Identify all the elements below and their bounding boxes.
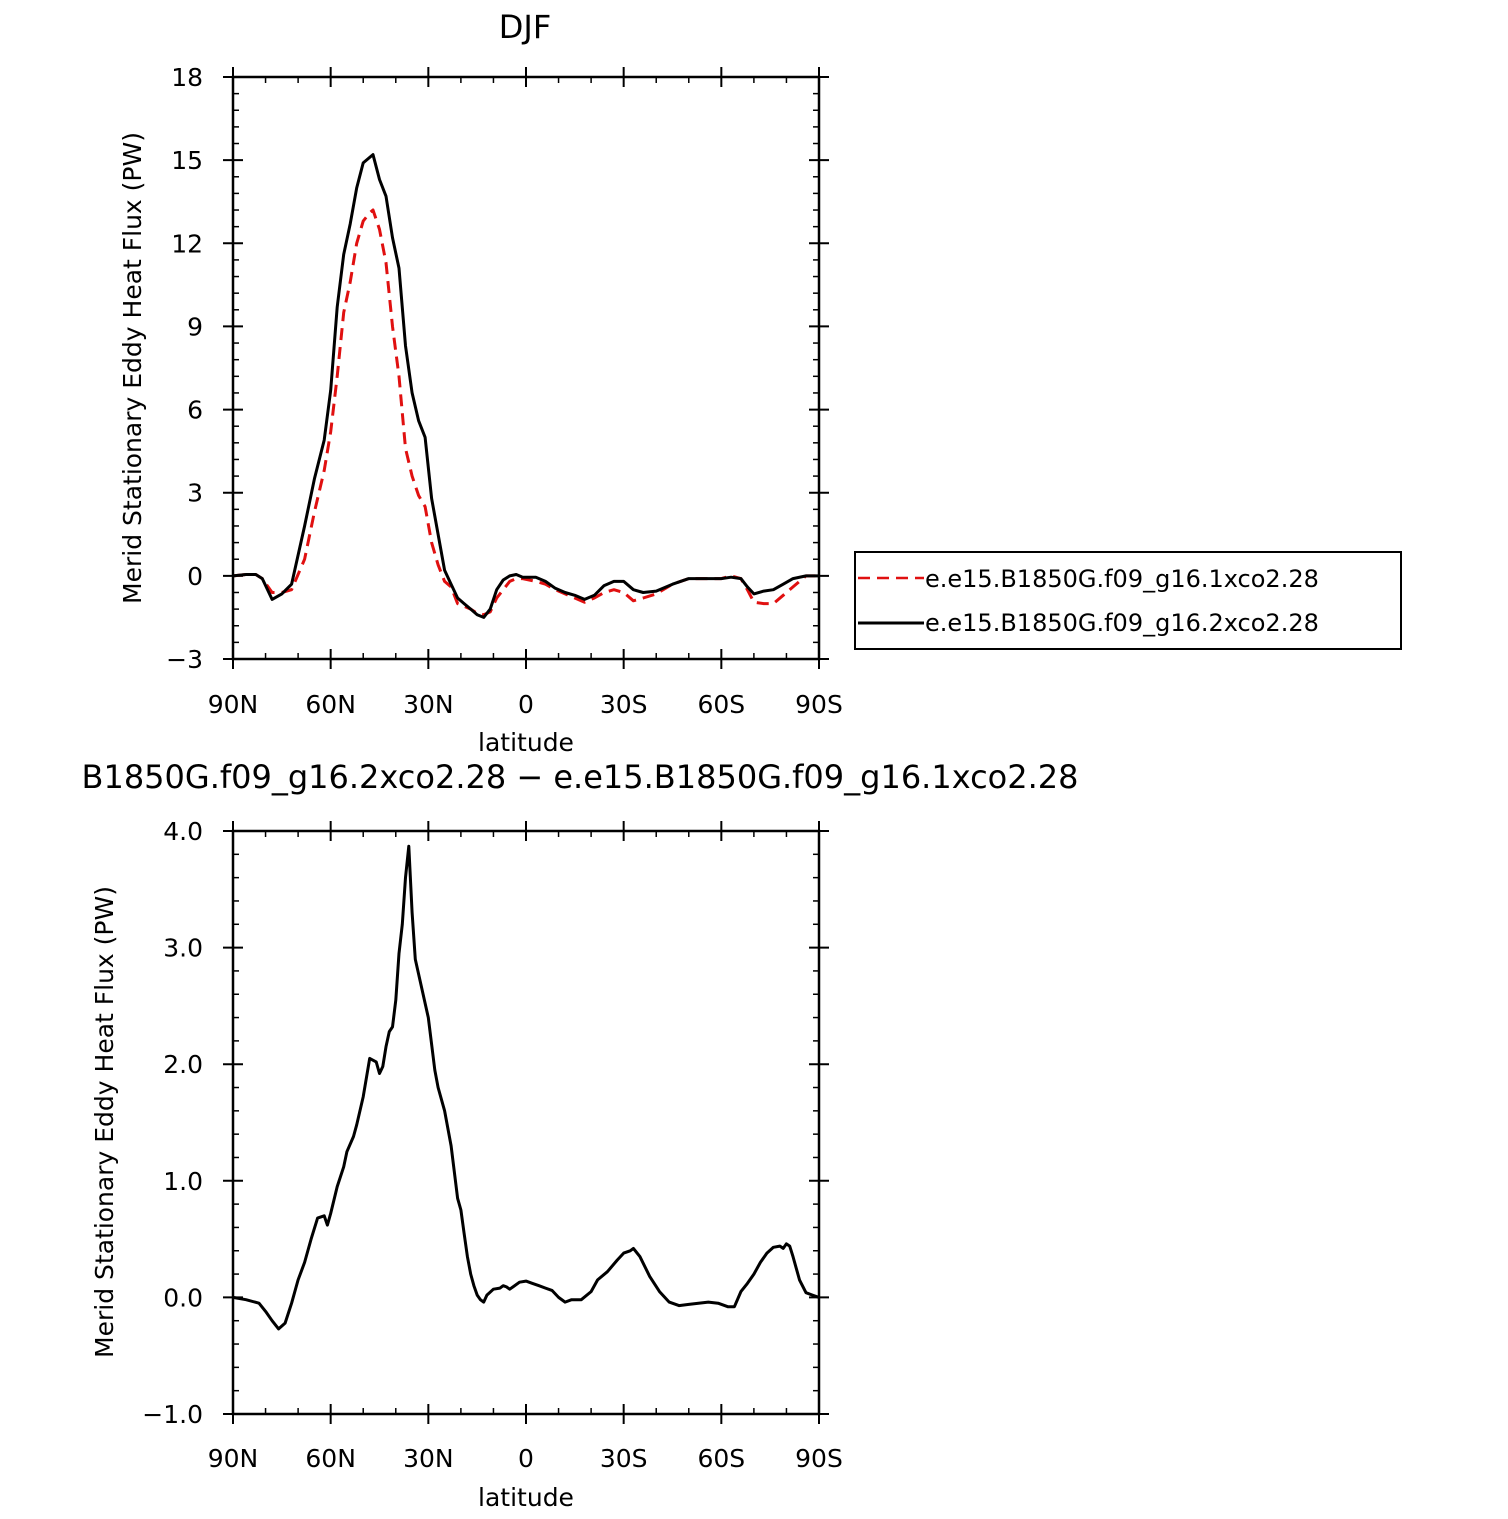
y-tick-label: 3.0 xyxy=(163,934,203,963)
x-tick-label: 0 xyxy=(518,1444,534,1473)
legend: e.e15.B1850G.f09_g16.1xco2.28 e.e15.B185… xyxy=(854,551,1402,650)
series-line-difference xyxy=(232,844,820,1331)
top-panel: DJF −3 0 3 6 9 12 15 18 90N 60N 30N 0 30S 60S 90S lat… xyxy=(118,8,1402,757)
x-tick-label: 30N xyxy=(403,690,454,719)
y-tick-label: 18 xyxy=(171,63,203,92)
top-plot-frame xyxy=(231,75,821,661)
bottom-x-tick-labels: 90N 60N 30N 0 30S 60S 90S xyxy=(208,1444,843,1473)
x-tick-label: 90N xyxy=(208,1444,259,1473)
series-line-2xco2 xyxy=(232,153,819,619)
y-tick-label: 12 xyxy=(171,229,203,258)
top-y-axis-label: Merid Stationary Eddy Heat Flux (PW) xyxy=(118,132,147,604)
x-tick-label: 60N xyxy=(305,690,356,719)
y-tick-label: 4.0 xyxy=(163,817,203,846)
x-tick-label: 90S xyxy=(795,1444,843,1473)
bottom-y-tick-labels: −1.0 0.0 1.0 2.0 3.0 4.0 xyxy=(142,817,203,1429)
y-tick-label: −1.0 xyxy=(142,1400,203,1429)
x-tick-label: 0 xyxy=(518,690,534,719)
bottom-plot-frame xyxy=(231,829,821,1416)
y-tick-label: 0 xyxy=(187,562,203,591)
bottom-x-axis-label: latitude xyxy=(478,1483,574,1512)
y-tick-label: 9 xyxy=(187,312,203,341)
x-tick-label: 60S xyxy=(697,690,745,719)
x-tick-label: 30N xyxy=(403,1444,454,1473)
legend-box xyxy=(854,551,1402,650)
top-chart-title: DJF xyxy=(499,8,551,46)
x-tick-label: 90S xyxy=(795,690,843,719)
x-tick-label: 60N xyxy=(305,1444,356,1473)
y-tick-label: 1.0 xyxy=(163,1167,203,1196)
top-series-group xyxy=(232,153,819,619)
x-tick-label: 90N xyxy=(208,690,259,719)
bottom-y-axis-label: Merid Stationary Eddy Heat Flux (PW) xyxy=(90,886,119,1358)
y-tick-label: −3 xyxy=(166,645,203,674)
legend-label-1xco2: e.e15.B1850G.f09_g16.1xco2.28 xyxy=(925,565,1319,593)
x-tick-label: 30S xyxy=(600,1444,648,1473)
top-x-tick-labels: 90N 60N 30N 0 30S 60S 90S xyxy=(208,690,843,719)
top-x-axis-label: latitude xyxy=(478,728,574,757)
y-tick-label: 15 xyxy=(171,146,203,175)
y-tick-label: 0.0 xyxy=(163,1283,203,1312)
y-tick-label: 3 xyxy=(187,479,203,508)
y-tick-label: 6 xyxy=(187,396,203,425)
y-tick-label: 2.0 xyxy=(163,1050,203,1079)
bottom-axis-ticks xyxy=(223,821,829,1424)
bottom-chart-title: B1850G.f09_g16.2xco2.28 − e.e15.B1850G.f… xyxy=(82,758,1079,796)
bottom-panel: B1850G.f09_g16.2xco2.28 − e.e15.B1850G.f… xyxy=(82,758,1079,1512)
bottom-series-group xyxy=(232,844,820,1331)
x-tick-label: 60S xyxy=(697,1444,745,1473)
series-line-1xco2 xyxy=(232,208,819,617)
x-tick-label: 30S xyxy=(600,690,648,719)
top-y-tick-labels: −3 0 3 6 9 12 15 18 xyxy=(166,63,203,674)
legend-label-2xco2: e.e15.B1850G.f09_g16.2xco2.28 xyxy=(925,609,1319,637)
